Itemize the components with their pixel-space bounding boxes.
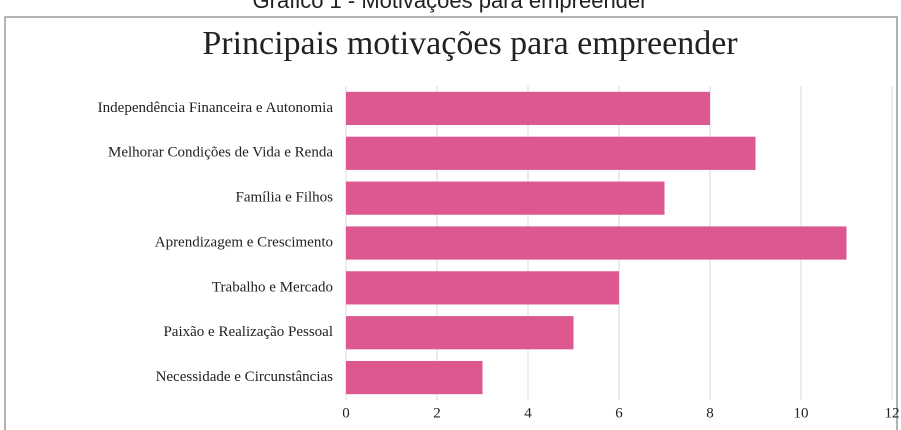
- chart-title: Principais motivações para empreender: [202, 25, 738, 62]
- x-tick-label: 6: [615, 405, 623, 421]
- x-tick-label: 10: [794, 405, 809, 421]
- bar: [346, 181, 665, 215]
- bar: [346, 271, 619, 305]
- y-tick-label: Paixão e Realização Pessoal: [163, 324, 333, 340]
- y-tick-label: Família e Filhos: [236, 190, 334, 206]
- x-tick-label: 8: [706, 405, 714, 421]
- y-tick-label: Independência Financeira e Autonomia: [98, 100, 334, 116]
- x-tick-label: 4: [524, 405, 532, 421]
- x-tick-label: 2: [433, 405, 441, 421]
- x-tick-label: 0: [342, 405, 350, 421]
- caption: Gráfico 1 - Motivações para empreender: [253, 0, 648, 13]
- x-tick-label: 12: [885, 405, 900, 421]
- bar: [346, 91, 710, 126]
- bar: [346, 136, 756, 170]
- y-tick-label: Melhorar Condições de Vida e Renda: [108, 145, 333, 161]
- y-tick-label: Aprendizagem e Crescimento: [155, 234, 333, 250]
- bar: [346, 226, 847, 260]
- y-tick-label: Trabalho e Mercado: [212, 279, 333, 295]
- bar: [346, 360, 483, 395]
- y-tick-label: Necessidade e Circunstâncias: [156, 369, 334, 385]
- bar: [346, 316, 574, 350]
